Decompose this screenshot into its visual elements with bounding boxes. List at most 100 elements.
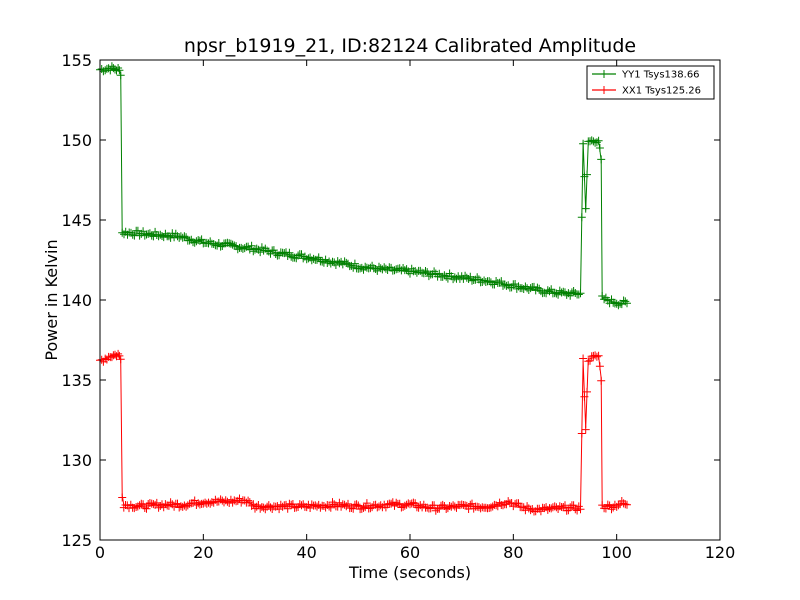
data-point [118, 493, 127, 502]
data-point [619, 499, 628, 508]
data-point [476, 504, 485, 513]
data-point [497, 277, 506, 286]
data-point [247, 241, 256, 250]
data-point [114, 349, 123, 358]
data-point [361, 262, 370, 271]
data-point [154, 503, 163, 512]
data-point [340, 500, 349, 509]
data-point [144, 229, 153, 238]
data-point [331, 261, 340, 269]
data-point [287, 500, 296, 509]
data-point [223, 497, 232, 506]
data-point [383, 500, 392, 509]
data-point [185, 236, 194, 245]
data-point [166, 233, 175, 242]
data-point [240, 244, 249, 253]
data-point [569, 501, 578, 510]
data-point [118, 228, 127, 237]
y-tick-label: 150 [61, 131, 92, 150]
data-point [214, 497, 223, 506]
data-point [566, 503, 575, 512]
data-point [257, 243, 266, 252]
data-point [589, 137, 598, 146]
data-point [466, 500, 475, 509]
data-point [524, 504, 533, 513]
data-point [511, 499, 520, 508]
data-point [283, 252, 292, 260]
ticks-layer: 0 20 40 60 80 100 120 125 130 135 140 145 150 155 [61, 51, 735, 562]
data-point [490, 280, 499, 289]
data-point [357, 504, 366, 513]
data-point [592, 138, 601, 147]
data-point [145, 499, 154, 507]
data-point [349, 504, 358, 513]
data-point [580, 392, 589, 401]
data-point [228, 240, 237, 249]
data-point [175, 503, 184, 512]
data-point [313, 502, 321, 511]
data-point [285, 248, 294, 257]
data-point [142, 504, 151, 513]
data-point [326, 259, 335, 268]
data-point [500, 280, 509, 289]
data-point [526, 284, 535, 293]
data-point [390, 266, 399, 275]
data-point [115, 351, 124, 360]
data-point [116, 355, 125, 364]
data-point [375, 502, 383, 511]
data-point [555, 286, 564, 295]
data-point [354, 501, 363, 510]
data-point [326, 503, 335, 512]
x-tick-label: 20 [193, 543, 213, 562]
data-point [536, 287, 545, 296]
data-point [321, 255, 330, 264]
x-axis-label: Time (seconds) [348, 563, 471, 582]
data-point [621, 297, 630, 306]
data-point [288, 500, 297, 508]
legend-box [586, 65, 715, 100]
data-point [283, 504, 292, 513]
data-point [399, 502, 408, 511]
data-point [263, 502, 272, 511]
series-markers-0 [96, 62, 631, 310]
data-point [621, 500, 630, 509]
data-point [573, 506, 582, 515]
data-point [209, 240, 218, 248]
x-tick-label: 100 [601, 543, 632, 562]
data-point [328, 498, 337, 507]
data-point [102, 64, 111, 73]
data-point [290, 253, 299, 262]
data-point [101, 354, 110, 363]
data-point [559, 503, 568, 511]
data-point [135, 501, 144, 510]
data-point [159, 233, 168, 242]
data-point [381, 264, 390, 273]
data-point [269, 246, 278, 255]
data-point [583, 170, 591, 179]
data-point [521, 282, 530, 291]
data-point [468, 276, 476, 285]
data-point [225, 239, 234, 248]
data-point [600, 295, 609, 304]
y-tick-label: 130 [61, 451, 92, 470]
data-point [244, 496, 253, 505]
data-point [469, 504, 478, 513]
data-point [166, 498, 175, 507]
data-point [592, 352, 601, 361]
data-point [235, 494, 244, 503]
data-point [473, 273, 482, 282]
data-point [431, 506, 440, 515]
x-tick-label: 120 [705, 543, 736, 562]
data-point [574, 290, 583, 299]
data-point [603, 500, 612, 509]
data-point [350, 259, 359, 268]
data-point [421, 267, 430, 275]
data-point [194, 236, 203, 245]
data-point [607, 505, 616, 514]
data-point [140, 231, 149, 240]
data-point [139, 227, 148, 236]
data-point [547, 285, 556, 294]
data-point [149, 500, 158, 509]
data-point [220, 498, 228, 507]
data-point [514, 499, 523, 508]
